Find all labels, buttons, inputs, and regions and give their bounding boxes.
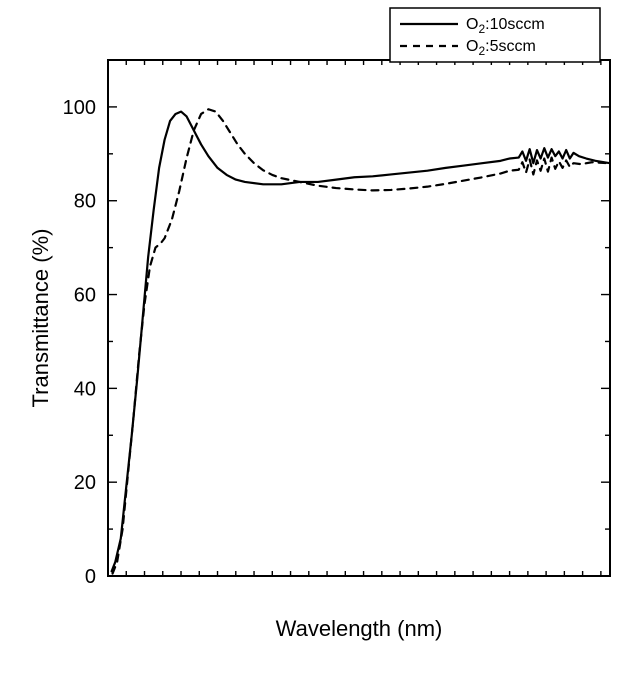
series-line-0 bbox=[112, 112, 610, 572]
y-tick-label: 80 bbox=[74, 191, 96, 213]
y-tick-label: 40 bbox=[74, 378, 96, 400]
y-tick-label: 100 bbox=[63, 97, 96, 119]
y-tick-label: 20 bbox=[74, 472, 96, 494]
series-line-1 bbox=[113, 109, 610, 573]
x-axis-label: Wavelength (nm) bbox=[276, 616, 443, 641]
y-tick-label: 60 bbox=[74, 285, 96, 307]
y-axis-label: Transmittance (%) bbox=[28, 229, 53, 408]
legend: O2:10sccmO2:5sccm bbox=[390, 8, 600, 62]
transmittance-chart: 0 20 40 60 80 100 Wavelength (nm) Transmittance… bbox=[0, 0, 640, 675]
y-tick-label: 0 bbox=[85, 566, 96, 588]
